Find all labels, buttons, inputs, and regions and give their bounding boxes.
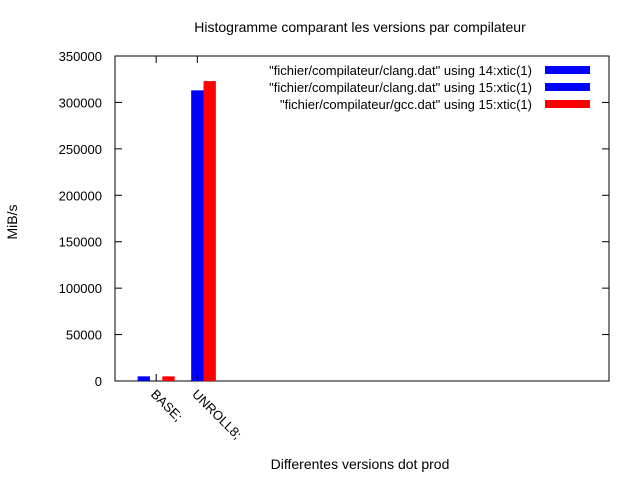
bar (137, 376, 150, 381)
y-tick-label: 200000 (59, 188, 102, 203)
y-tick-label: 50000 (66, 328, 102, 343)
legend-label: "fichier/compilateur/gcc.dat" using 15:x… (280, 97, 532, 112)
bar (162, 376, 175, 381)
legend-swatch (545, 66, 590, 74)
bar (203, 81, 216, 382)
chart-title: Histogramme comparant les versions par c… (194, 19, 526, 35)
legend-label: "fichier/compilateur/clang.dat" using 15… (269, 80, 532, 95)
y-tick-label: 350000 (59, 49, 102, 64)
y-axis-label: MiB/s (4, 205, 20, 240)
legend-swatch (545, 83, 590, 91)
y-tick-label: 100000 (59, 281, 102, 296)
x-axis-label: Differentes versions dot prod (271, 456, 450, 472)
y-tick-label: 250000 (59, 142, 102, 157)
plot-area-frame (114, 55, 610, 382)
x-tick-label: BASE; (148, 387, 186, 425)
bar (191, 90, 204, 381)
y-tick-label: 150000 (59, 235, 102, 250)
legend: "fichier/compilateur/clang.dat" using 14… (269, 63, 590, 112)
y-tick-label: 300000 (59, 95, 102, 110)
legend-swatch (545, 100, 590, 108)
bars (137, 81, 216, 382)
legend-label: "fichier/compilateur/clang.dat" using 14… (269, 63, 532, 78)
y-axis: 0 50000 100000 150000 200000 250000 300000 3500… (59, 49, 609, 389)
y-tick-label: 0 (95, 374, 102, 389)
x-tick-label: UNROLL8; (189, 387, 245, 443)
